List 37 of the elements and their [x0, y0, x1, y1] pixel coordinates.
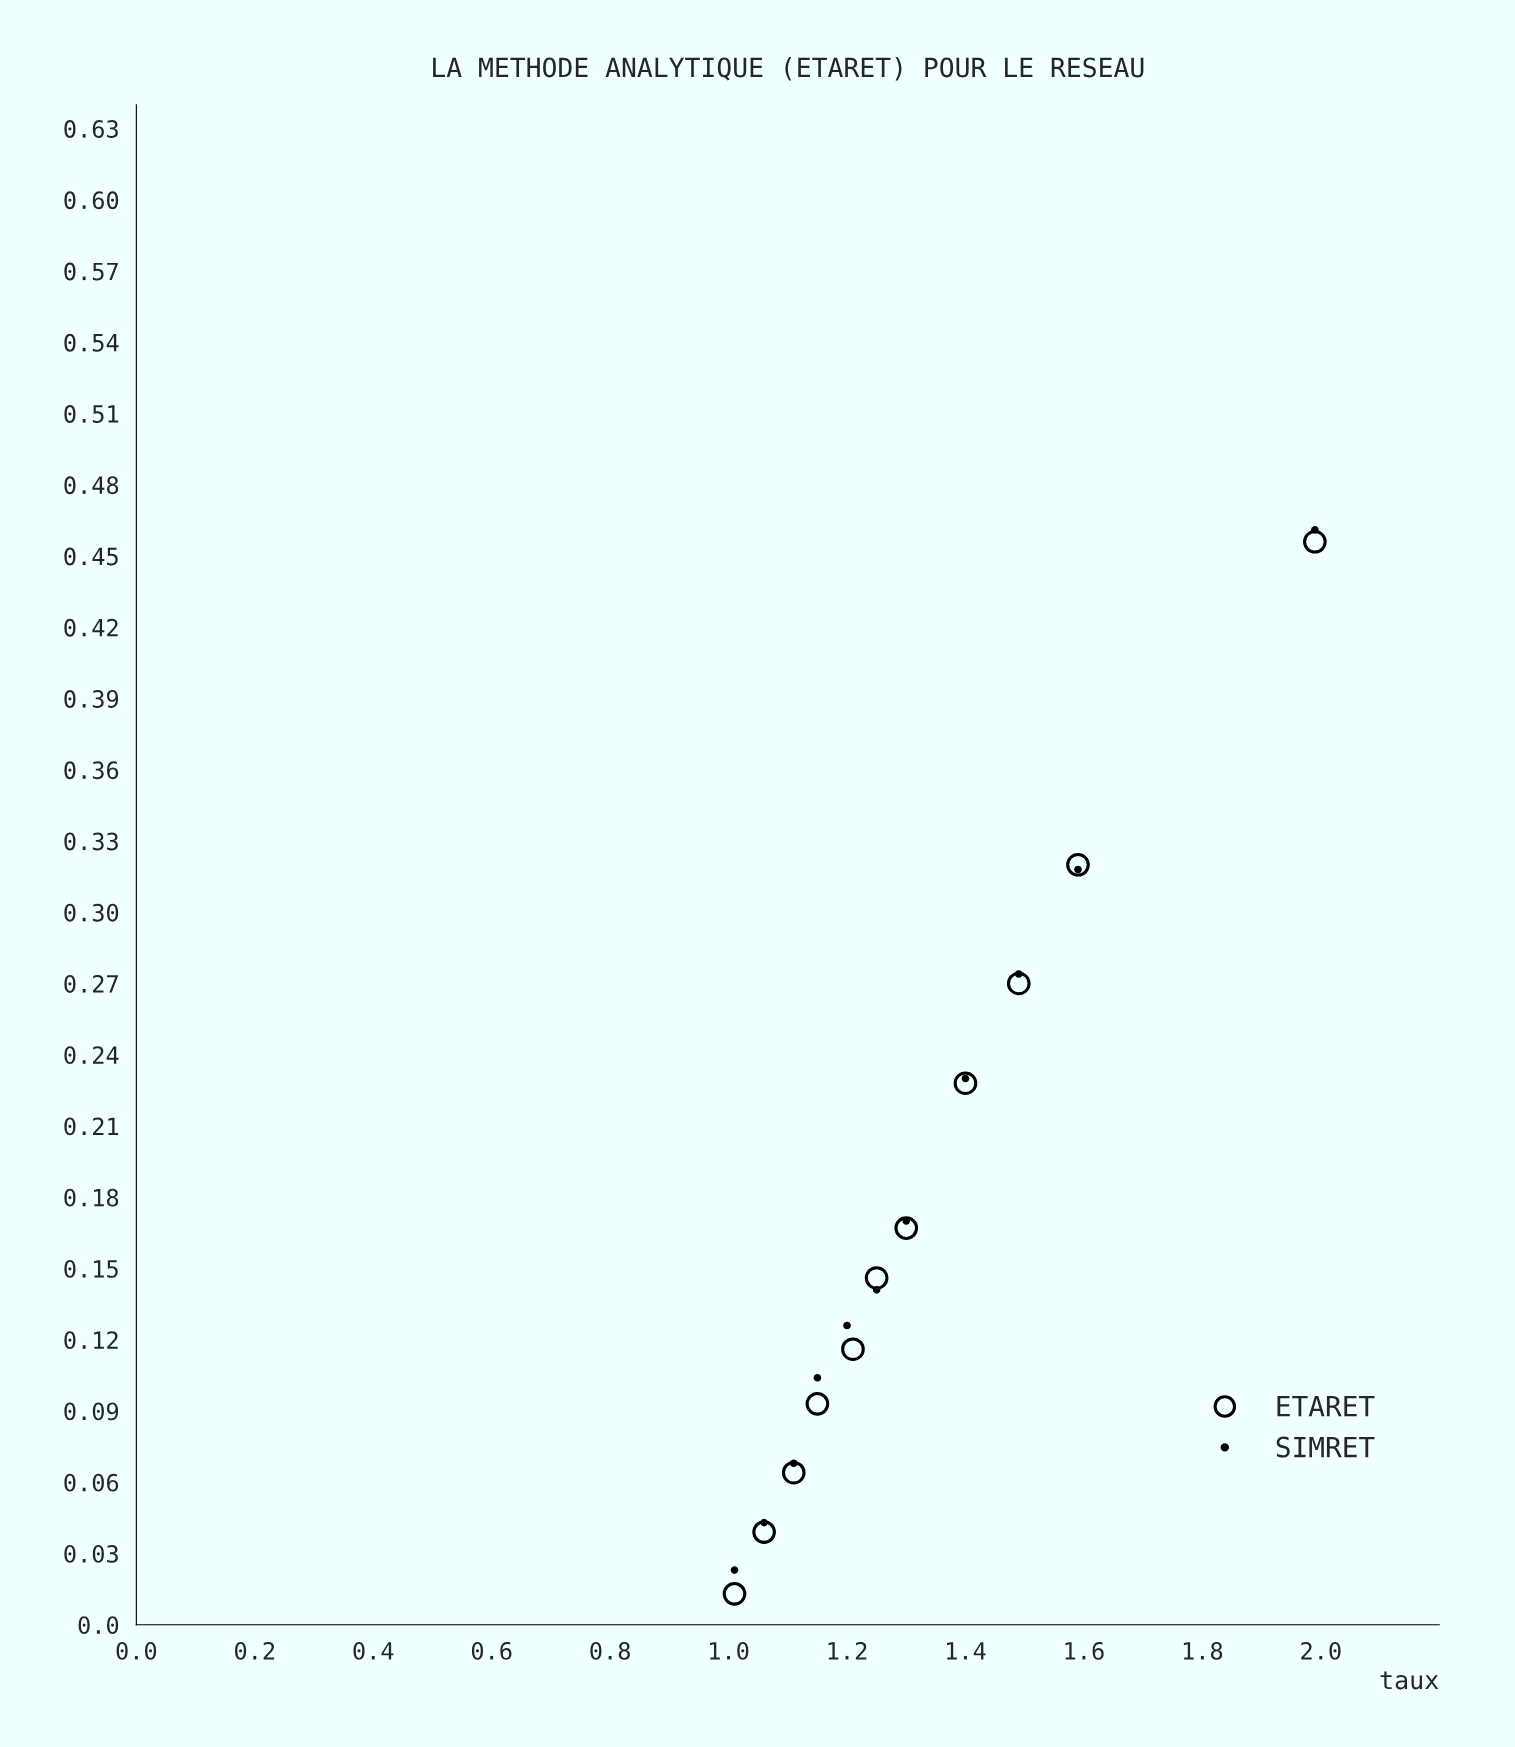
y-tick-label: 0.42: [64, 618, 118, 637]
x-tick-label: 0.0: [116, 1641, 157, 1660]
x-tick-label: 1.8: [1183, 1641, 1223, 1660]
y-tick-label: 0.30: [64, 903, 119, 922]
x-tick-label: 1.4: [946, 1642, 986, 1660]
y-tick-label: 0.21: [64, 1117, 119, 1136]
y-tick-label: 0.57: [64, 262, 118, 281]
y-tick-label: 0.24: [64, 1046, 119, 1065]
y-tick-label: 0.60: [64, 191, 119, 210]
y-tick-label: 0.33: [64, 832, 118, 851]
x-tick-label: 0.6: [471, 1641, 512, 1660]
y-tick-label: 0.18: [64, 1188, 119, 1207]
x-axis-title: taux: [1380, 1671, 1439, 1690]
y-tick-label: 0.15: [64, 1259, 118, 1278]
x-tick-label: 0.2: [235, 1641, 275, 1660]
x-tick-label: 1.6: [1065, 1641, 1104, 1660]
chart-title: LA METHODE ANALYTIQUE (ETARET) POUR LE RESEAU: [433, 57, 1144, 81]
legend-label: SIMRET: [1276, 1436, 1375, 1458]
x-tick-label: 1.2: [828, 1641, 867, 1660]
x-tick-label: 0.8: [590, 1641, 630, 1660]
y-tick-label: 0.45: [64, 547, 118, 566]
y-tick-label: 0.12: [64, 1331, 118, 1350]
y-tick-label: 0.51: [64, 405, 119, 423]
y-tick-label: 0.54: [64, 333, 119, 352]
y-tick-label: 0.36: [64, 761, 119, 780]
y-tick-label: 0.48: [64, 476, 119, 495]
legend-label: ETARET: [1277, 1395, 1375, 1417]
x-tick-label: 1.0: [710, 1641, 749, 1660]
y-tick-label: 0.39: [64, 690, 119, 708]
x-tick-label: 0.4: [353, 1641, 394, 1660]
y-tick-label: 0.63: [64, 120, 118, 138]
y-tick-label: 0.09: [64, 1402, 119, 1421]
x-tick-label: 2.0: [1301, 1641, 1341, 1660]
y-tick-label: 0.03: [64, 1544, 118, 1563]
y-tick-label: 0.06: [64, 1473, 119, 1492]
y-tick-label: 0.0: [78, 1616, 119, 1635]
y-tick-label: 0.27: [64, 975, 118, 993]
